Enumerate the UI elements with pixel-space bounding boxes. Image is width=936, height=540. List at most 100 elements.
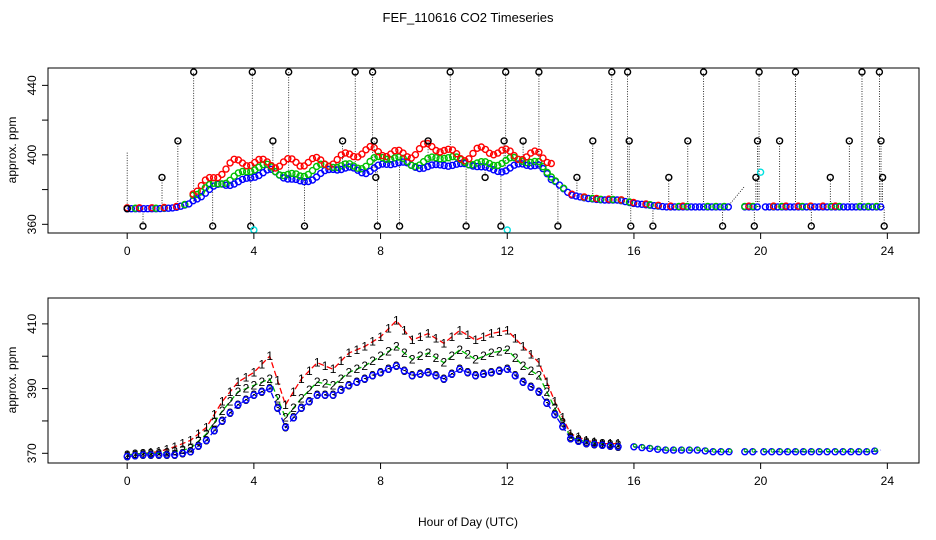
series-3-point	[725, 448, 733, 456]
series-3-point	[471, 371, 480, 380]
series-1-point	[218, 170, 226, 179]
series-3-point	[503, 365, 511, 373]
bottom-x-tick-label: 12	[501, 474, 515, 488]
series-3-label: 3	[361, 372, 368, 386]
series-3-point	[337, 165, 345, 174]
series-2-label: 2	[298, 391, 305, 405]
series-1-point	[160, 203, 168, 212]
series-1-point	[370, 143, 378, 152]
series-3-point	[258, 388, 266, 396]
series-2-label: 2	[433, 351, 440, 365]
series-3-point	[234, 401, 242, 409]
series-2-label: 2	[243, 382, 250, 396]
series-3-label: 3	[607, 439, 614, 453]
series-2-label: 2	[148, 446, 155, 460]
series-1-label: 1	[496, 325, 503, 339]
series-1-label: 1	[441, 336, 448, 350]
series-2-point	[181, 200, 189, 209]
series-2-point	[640, 444, 646, 449]
series-1-point	[782, 202, 790, 210]
series-1-label: 1	[377, 330, 384, 344]
series-3-point	[127, 204, 136, 213]
series-2-point	[473, 159, 481, 167]
series-3-point	[487, 368, 496, 377]
series-3-point	[473, 162, 481, 171]
series-3-point	[621, 197, 630, 206]
series-3-point	[695, 203, 704, 211]
series-2-point	[494, 161, 502, 170]
raw-point	[858, 68, 866, 76]
series-line-1	[127, 319, 619, 456]
series-1-point	[284, 154, 292, 163]
series-1-point	[473, 144, 481, 153]
series-1-point	[831, 202, 840, 210]
series-3-point	[551, 410, 559, 419]
series-2-point	[835, 202, 844, 211]
raw-point	[158, 173, 166, 182]
series-2-label: 2	[338, 372, 345, 386]
series-3-point	[374, 161, 382, 169]
series-1-point	[366, 142, 374, 151]
raw-point	[269, 137, 277, 145]
raw-point	[845, 137, 853, 145]
series-1-label: 1	[171, 440, 178, 454]
series-2-point	[741, 202, 749, 211]
series-3-point	[790, 203, 798, 211]
series-2-point	[551, 177, 560, 185]
series-3-point	[662, 203, 671, 211]
series-3-point	[353, 378, 361, 386]
series-3-point	[811, 203, 819, 211]
series-1-label: 1	[567, 427, 574, 441]
series-3-point	[164, 204, 173, 212]
series-3-point	[749, 448, 757, 456]
series-2-label: 2	[551, 401, 558, 415]
series-3-label: 3	[425, 365, 432, 379]
series-3-point	[305, 397, 313, 406]
series-3-point	[168, 204, 177, 212]
series-3-point	[572, 192, 580, 200]
series-3-label: 3	[187, 445, 194, 459]
series-3-point	[753, 203, 761, 211]
series-3-point	[638, 443, 646, 452]
top-panel-marks	[123, 68, 888, 234]
raw-point	[395, 222, 404, 230]
series-3-point	[387, 160, 395, 169]
series-1-label: 1	[456, 323, 463, 337]
series-2-point	[683, 202, 691, 211]
series-1-point	[411, 150, 420, 159]
raw-point	[351, 68, 359, 76]
series-3-point	[384, 365, 393, 373]
series-2-point	[317, 160, 325, 168]
series-3-point	[400, 367, 408, 375]
series-1-point	[642, 200, 650, 208]
series-3-point	[456, 365, 464, 373]
series-2-label: 2	[377, 349, 384, 363]
series-1-label: 1	[187, 433, 194, 447]
series-3-point	[489, 166, 498, 174]
series-3-point	[312, 173, 321, 181]
series-1-label: 1	[330, 362, 337, 376]
series-2-point	[304, 170, 312, 179]
series-1-point	[531, 147, 539, 155]
series-1-label: 1	[132, 447, 139, 461]
series-1-point	[794, 202, 802, 210]
series-3-point	[358, 168, 366, 177]
series-2-point	[354, 164, 362, 172]
series-3-point	[144, 204, 152, 213]
series-3-point	[123, 452, 131, 461]
series-1-label: 1	[543, 375, 550, 389]
series-2-point	[688, 447, 693, 452]
series-2-point	[238, 167, 247, 176]
bottom-x-tick-label: 20	[754, 474, 768, 488]
raw-point	[123, 204, 131, 213]
series-line-2	[127, 345, 619, 456]
raw-point	[627, 222, 635, 230]
top-y-tick-label: 440	[25, 75, 39, 95]
series-3-point	[448, 161, 457, 170]
series-1-point	[592, 194, 601, 203]
series-2-point	[751, 448, 756, 453]
top-panel-ylabel: approx. ppm	[5, 117, 19, 184]
series-3-point	[823, 203, 831, 211]
